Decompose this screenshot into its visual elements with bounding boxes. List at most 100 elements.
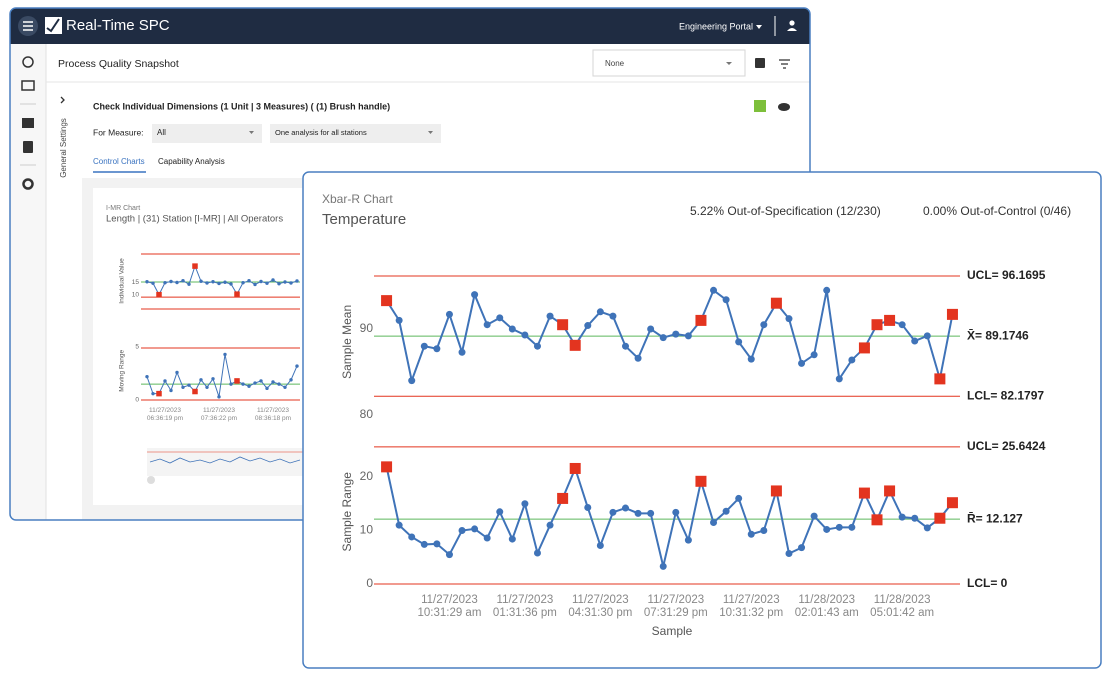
point — [836, 375, 843, 382]
point — [229, 382, 232, 385]
point — [223, 281, 226, 284]
flagged-point — [884, 315, 895, 326]
point — [295, 279, 298, 282]
measure-label: For Measure: — [93, 127, 144, 137]
point — [785, 550, 792, 557]
station-value: One analysis for all stations — [275, 128, 367, 137]
x-tick-label: 11/28/202305:01:42 am — [870, 594, 934, 619]
point — [396, 522, 403, 529]
point — [635, 510, 642, 517]
point — [723, 508, 730, 515]
portal-menu[interactable]: Engineering Portal — [679, 21, 753, 31]
y-tick-label: 10 — [132, 291, 140, 298]
x-tick-line: 11/27/2023 — [572, 594, 629, 606]
point — [471, 525, 478, 532]
y-tick-label: 90 — [360, 321, 374, 335]
point — [521, 500, 528, 507]
point — [597, 308, 604, 315]
flagged-point — [381, 295, 392, 306]
point — [151, 392, 154, 395]
point — [685, 332, 692, 339]
download-icon[interactable] — [778, 103, 790, 111]
point — [277, 382, 280, 385]
limit-label: LCL= 0 — [967, 576, 1008, 590]
point — [609, 313, 616, 320]
flagged-point — [557, 493, 568, 504]
flagged-point — [234, 378, 240, 384]
tab[interactable]: Capability Analysis — [158, 157, 225, 166]
point — [911, 515, 918, 522]
page-title: Process Quality Snapshot — [58, 58, 179, 70]
x-tick-label: 11/27/202310:31:32 pm — [719, 594, 783, 619]
excel-icon[interactable] — [754, 100, 766, 112]
point — [187, 283, 190, 286]
y-tick-label: 20 — [360, 469, 374, 483]
point — [748, 356, 755, 363]
point — [433, 540, 440, 547]
x-tick-line: 08:36:18 pm — [255, 415, 291, 422]
point — [247, 279, 250, 282]
point — [584, 322, 591, 329]
x-tick-label: 11/27/202301:31:36 pm — [493, 594, 557, 619]
point — [823, 287, 830, 294]
point — [547, 522, 554, 529]
save-icon[interactable] — [755, 58, 765, 68]
point — [181, 279, 184, 282]
flagged-point — [570, 340, 581, 351]
point — [471, 291, 478, 298]
point — [848, 524, 855, 531]
point — [277, 282, 280, 285]
point — [735, 495, 742, 502]
y-tick-label: 10 — [360, 523, 374, 537]
point — [672, 509, 679, 516]
side-panel-label: General Settings — [59, 118, 68, 178]
limit-label: UCL= 25.6424 — [967, 439, 1046, 453]
user-icon[interactable] — [789, 20, 794, 25]
stat: 5.22% Out-of-Specification (12/230) — [690, 204, 881, 218]
measure-select[interactable] — [152, 124, 262, 143]
clipboard-icon[interactable] — [23, 141, 33, 153]
point — [217, 395, 220, 398]
flagged-point — [947, 497, 958, 508]
point — [710, 287, 717, 294]
point — [169, 389, 172, 392]
flagged-point — [934, 373, 945, 384]
point — [217, 282, 220, 285]
point — [647, 510, 654, 517]
flagged-point — [771, 298, 782, 309]
archive-icon[interactable] — [22, 118, 34, 128]
flagged-point — [934, 513, 945, 524]
point — [145, 375, 148, 378]
point — [798, 544, 805, 551]
point — [584, 504, 591, 511]
tab-active[interactable]: Control Charts — [93, 157, 145, 166]
flagged-point — [570, 463, 581, 474]
point — [265, 282, 268, 285]
y-axis-title: Sample Range — [340, 472, 354, 552]
point — [163, 281, 166, 284]
x-tick-label: 11/27/202307:36:22 pm — [201, 407, 237, 422]
analysis-title: Check Individual Dimensions (1 Unit | 3 … — [93, 101, 390, 111]
y-tick-label: 5 — [135, 344, 139, 351]
x-tick-line: 11/27/2023 — [203, 407, 235, 414]
flagged-point — [947, 309, 958, 320]
x-tick-label: 11/27/202307:31:29 pm — [644, 594, 708, 619]
scroll-handle[interactable] — [147, 476, 155, 484]
point — [151, 282, 154, 285]
x-tick-line: 10:31:29 am — [417, 607, 481, 619]
point — [660, 334, 667, 341]
point — [145, 280, 148, 283]
x-tick-label: 11/27/202304:31:30 pm — [568, 594, 632, 619]
point — [211, 377, 214, 380]
y-tick-label: 80 — [360, 407, 374, 421]
y-axis-title: Individual Value — [119, 258, 126, 304]
point — [271, 278, 274, 281]
point — [798, 360, 805, 367]
point — [253, 283, 256, 286]
point — [229, 282, 232, 285]
point — [735, 338, 742, 345]
select-value: None — [605, 59, 625, 68]
x-tick-line: 11/28/2023 — [874, 594, 931, 606]
measure-value: All — [157, 128, 166, 137]
point — [899, 514, 906, 521]
